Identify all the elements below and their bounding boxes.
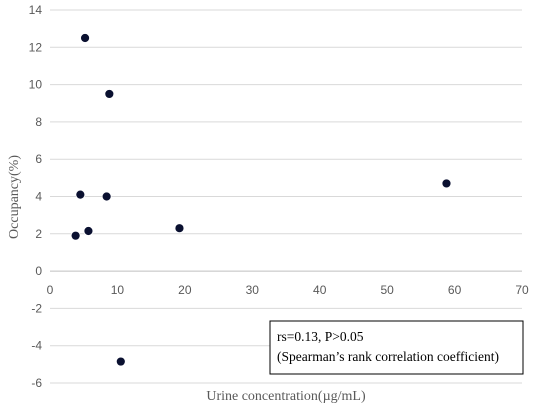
x-tick-label: 60	[448, 283, 462, 297]
x-tick-label: 50	[380, 283, 394, 297]
x-tick-label: 20	[178, 283, 192, 297]
y-tick-labels: -6 -4 -2 0 2 4 6 8 10 12 14	[29, 3, 43, 390]
y-tick-label: 4	[35, 190, 42, 204]
x-tick-label: 0	[47, 283, 54, 297]
data-point	[101, 191, 112, 202]
annotation-line-2: (Spearman’s rank correlation coefficient…	[277, 349, 499, 364]
y-tick-label: -4	[31, 339, 42, 353]
y-tick-label: 0	[35, 264, 42, 278]
y-tick-label: 14	[29, 3, 43, 17]
y-tick-label: 8	[35, 115, 42, 129]
annotation-line-1: rs=0.13, P>0.05	[277, 329, 364, 344]
data-point	[75, 189, 86, 200]
x-tick-label: 10	[111, 283, 125, 297]
data-point	[174, 223, 185, 234]
y-tick-label: 12	[29, 40, 43, 54]
data-point	[70, 230, 81, 241]
data-point	[83, 226, 94, 236]
data-points	[70, 33, 452, 367]
y-tick-label: 2	[35, 227, 42, 241]
x-tick-label: 40	[313, 283, 327, 297]
y-axis-title: Occupancy(%)	[7, 155, 22, 239]
gridlines	[50, 9, 522, 384]
x-tick-label: 70	[515, 283, 529, 297]
y-tick-label: -2	[31, 301, 42, 315]
data-point	[115, 356, 126, 367]
data-point	[104, 89, 115, 99]
x-tick-labels: 0 10 20 30 40 50 60 70	[47, 283, 529, 297]
annotation-box: rs=0.13, P>0.05 (Spearman’s rank correla…	[269, 320, 524, 375]
x-tick-label: 30	[246, 283, 260, 297]
y-tick-label: -6	[31, 376, 42, 390]
y-tick-label: 10	[29, 78, 43, 92]
x-axis-title: Urine concentration(µg/mL)	[206, 389, 366, 404]
annotation-frame	[269, 320, 524, 375]
data-point	[80, 33, 90, 43]
data-point	[441, 178, 452, 189]
y-tick-label: 6	[35, 152, 42, 166]
